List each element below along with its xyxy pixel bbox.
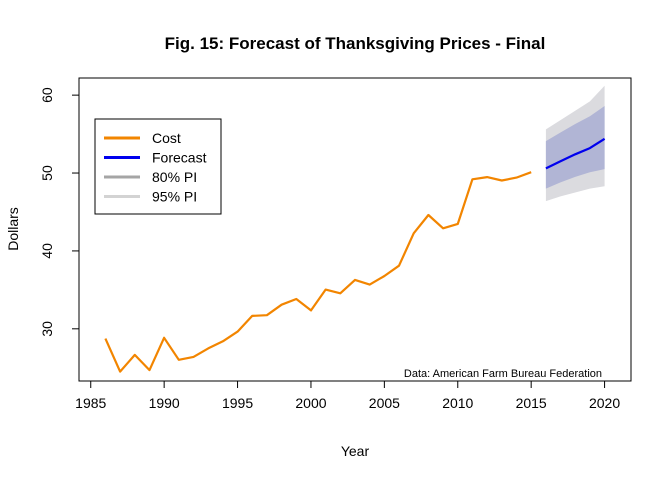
- x-axis: 1985 1990 1995 2000 2005 2010 2015 2020: [75, 380, 620, 411]
- x-tick-label: 2015: [516, 395, 547, 411]
- legend-label: 95% PI: [152, 189, 197, 205]
- source-note: Data: American Farm Bureau Federation: [404, 368, 602, 380]
- x-tick-label: 2005: [369, 395, 400, 411]
- y-tick-label: 50: [39, 165, 55, 181]
- legend-label: Cost: [152, 130, 181, 146]
- legend-label: 80% PI: [152, 169, 197, 185]
- prediction-intervals: [545, 85, 605, 202]
- series-cost-line: [104, 171, 532, 373]
- legend: Cost Forecast 80% PI 95% PI: [94, 118, 222, 215]
- series-forecast-line: [545, 137, 606, 170]
- x-axis-label: Year: [341, 443, 370, 459]
- y-axis: 30 40 50 60: [39, 87, 80, 337]
- band-80pi-pi: [545, 106, 605, 189]
- y-axis-label: Dollars: [5, 207, 21, 251]
- x-tick-label: 2000: [295, 395, 326, 411]
- y-tick-label: 60: [39, 87, 55, 103]
- x-tick-label: 2020: [589, 395, 620, 411]
- y-tick-label: 30: [39, 321, 55, 337]
- data-lines: [104, 137, 606, 373]
- x-tick-label: 1995: [222, 395, 253, 411]
- chart-title: Fig. 15: Forecast of Thanksgiving Prices…: [165, 34, 546, 53]
- legend-label: Forecast: [152, 150, 207, 166]
- x-tick-label: 1990: [149, 395, 180, 411]
- y-tick-label: 40: [39, 243, 55, 259]
- x-tick-label: 2010: [442, 395, 473, 411]
- legend-box: [94, 118, 222, 215]
- x-tick-label: 1985: [75, 395, 106, 411]
